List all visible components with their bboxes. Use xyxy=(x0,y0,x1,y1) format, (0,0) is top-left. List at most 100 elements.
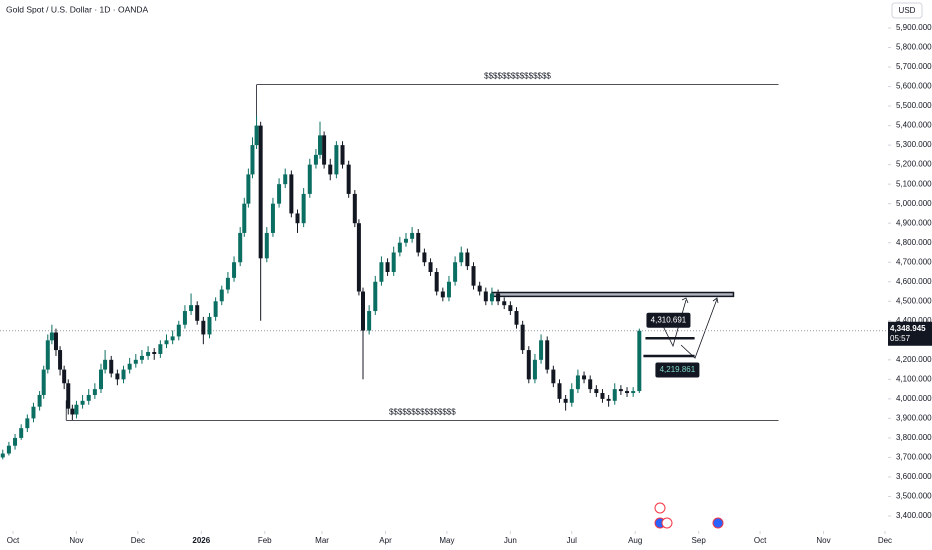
y-tick-label: 4,400.000 xyxy=(896,316,932,325)
candle-body xyxy=(195,305,200,321)
candle-body xyxy=(606,398,611,401)
candle-body xyxy=(379,262,384,282)
candle-body xyxy=(539,340,544,360)
y-tick-label: 3,400.000 xyxy=(896,511,932,520)
y-tick-label: 4,100.000 xyxy=(896,374,932,383)
candle-body xyxy=(508,305,513,312)
chart-title: Gold Spot / U.S. Dollar · 1D · OANDA xyxy=(6,4,149,14)
candle-body xyxy=(569,389,574,403)
y-tick-label: 4,700.000 xyxy=(896,257,932,266)
candle-body xyxy=(219,289,224,302)
candle-body xyxy=(618,389,623,392)
currency[interactable]: USD xyxy=(899,6,916,15)
candle-body xyxy=(385,262,390,272)
candle-body xyxy=(496,293,501,302)
candle-body xyxy=(428,262,433,272)
candle-body xyxy=(346,164,351,194)
arrow-head xyxy=(712,297,719,304)
candle-body xyxy=(74,404,79,415)
candle-body xyxy=(489,293,494,302)
marker-label-box xyxy=(655,362,700,378)
x-tick-label: Aug xyxy=(628,536,642,545)
y-tick-label: 4,900.000 xyxy=(896,218,932,227)
y-tick-label: 4,500.000 xyxy=(896,296,932,305)
y-tick-label: 3,900.000 xyxy=(896,414,932,423)
candle-body xyxy=(301,193,306,224)
candle-body xyxy=(62,369,67,384)
marker-label: 4,310.691 xyxy=(651,315,687,324)
candle-body xyxy=(258,125,263,259)
candle-body xyxy=(612,389,617,401)
y-tick-label: 4,000.000 xyxy=(896,394,932,403)
y-tick-label: 4,600.000 xyxy=(896,277,932,286)
candle-body xyxy=(477,285,482,292)
candle-body xyxy=(133,359,138,364)
y-tick-label: 3,700.000 xyxy=(896,453,932,462)
candle-body xyxy=(270,203,275,233)
candle-body xyxy=(526,350,531,380)
y-tick-label: 4,200.000 xyxy=(896,355,932,364)
candle-body xyxy=(45,340,50,370)
candle-body xyxy=(328,164,333,175)
event-icon[interactable] xyxy=(661,517,673,529)
x-tick-label: Jul xyxy=(567,536,577,545)
candle-body xyxy=(13,437,18,446)
x-tick-label: Dec xyxy=(131,536,145,545)
candle-body xyxy=(588,379,593,390)
candle-body xyxy=(318,135,323,155)
candle-body xyxy=(289,174,294,214)
candle-body xyxy=(367,311,372,331)
candle-body xyxy=(440,291,445,298)
zone xyxy=(491,291,735,298)
countdown: 05:57 xyxy=(890,334,911,343)
candle-body xyxy=(397,242,402,253)
candle-body xyxy=(264,232,269,259)
level-label: $$$$$$$$$$$$$$$ xyxy=(389,407,456,416)
marker-label: 4,219.861 xyxy=(660,365,696,374)
x-tick-label: Apr xyxy=(379,536,392,545)
y-tick-label: 3,500.000 xyxy=(896,492,932,501)
currency-box[interactable] xyxy=(891,2,923,19)
candle-body xyxy=(80,400,85,405)
candle-body xyxy=(277,184,282,204)
x-tick-label: Dec xyxy=(878,536,892,545)
level-label: $$$$$$$$$$$$$$$ xyxy=(484,72,551,81)
candle-body xyxy=(434,271,439,292)
candle-body xyxy=(103,359,108,370)
candle-body xyxy=(250,145,255,175)
candle-body xyxy=(557,383,562,399)
candle-body xyxy=(631,391,636,394)
candle-body xyxy=(465,252,470,267)
event-icon[interactable] xyxy=(712,517,724,529)
marker-label-box xyxy=(646,312,691,328)
candle-body xyxy=(514,311,519,325)
price-label-box xyxy=(888,321,932,346)
x-tick-label: Jun xyxy=(504,536,517,545)
candle-body xyxy=(127,363,132,370)
candle-body xyxy=(416,232,421,253)
candle-body xyxy=(232,262,237,278)
y-tick-label: 5,900.000 xyxy=(896,23,932,32)
x-tick-label: May xyxy=(439,536,454,545)
y-tick-label: 3,600.000 xyxy=(896,472,932,481)
candle-body xyxy=(92,389,97,395)
candle-body xyxy=(164,340,169,345)
candle-body xyxy=(322,135,327,165)
y-tick-label: 5,200.000 xyxy=(896,160,932,169)
x-tick-label: Nov xyxy=(816,536,830,545)
candle-body xyxy=(600,393,605,399)
candle-body xyxy=(49,332,54,341)
x-tick-label: Oct xyxy=(7,536,20,545)
candle-body xyxy=(207,316,212,335)
candle-body xyxy=(360,291,365,331)
candle-body xyxy=(152,352,157,354)
candle-body xyxy=(6,445,11,454)
candle-body xyxy=(225,277,230,290)
candle-body xyxy=(25,418,30,429)
y-tick-label: 5,400.000 xyxy=(896,121,932,130)
y-tick-label: 3,800.000 xyxy=(896,433,932,442)
event-icon[interactable] xyxy=(654,502,666,514)
y-tick-label: 5,600.000 xyxy=(896,82,932,91)
candle-body xyxy=(313,154,318,165)
y-tick-label: 5,700.000 xyxy=(896,62,932,71)
